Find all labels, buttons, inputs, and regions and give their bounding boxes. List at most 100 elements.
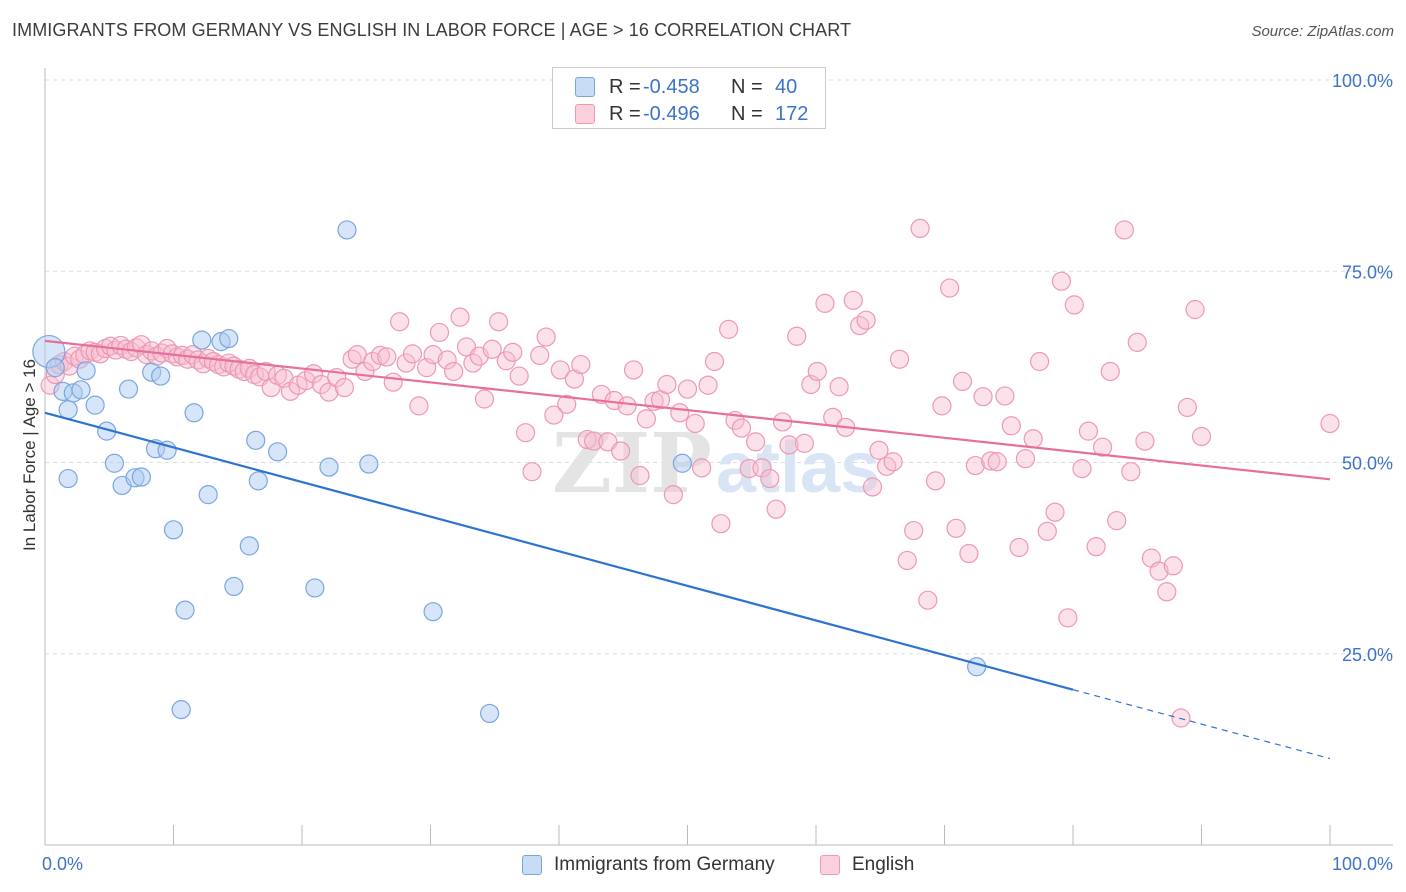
bottom-legend-english: English	[820, 852, 914, 878]
correlation-legend: R = -0.458 N = 40 R = -0.496 N = 172	[552, 67, 826, 129]
english-point	[677, 379, 698, 399]
germany-point	[45, 358, 65, 378]
english-point	[584, 431, 604, 451]
english-point	[829, 377, 849, 397]
watermark: ZIP atlas	[552, 416, 880, 512]
germany-point	[359, 454, 379, 474]
germany-point	[267, 442, 288, 462]
english-point	[1114, 220, 1135, 240]
watermark-atlas: atlas	[716, 428, 880, 508]
germany-point	[76, 361, 96, 381]
english-point	[503, 342, 523, 362]
english-point	[334, 377, 355, 398]
english-point	[1127, 332, 1147, 352]
germany-trend-extension	[1072, 689, 1331, 760]
germany-point	[672, 453, 692, 473]
germany-point	[175, 600, 195, 620]
english-trend-line	[44, 339, 1331, 481]
english-point	[544, 405, 564, 425]
legend-n-label: N =	[731, 102, 763, 125]
english-point	[577, 429, 597, 450]
english-point	[704, 351, 725, 372]
legend-r-label: R =	[609, 75, 641, 98]
english-point	[131, 335, 151, 355]
english-point	[219, 353, 239, 373]
legend-n-value: 172	[775, 102, 809, 125]
germany-point	[192, 330, 212, 350]
english-point	[883, 452, 903, 472]
english-points	[40, 218, 1340, 728]
germany-point	[118, 379, 139, 399]
english-point	[698, 375, 718, 395]
english-point	[530, 345, 550, 365]
y-tick-label: 25.0%	[1342, 645, 1393, 665]
english-point	[1100, 361, 1120, 382]
english-point	[850, 315, 870, 336]
english-point	[807, 361, 827, 382]
english-point	[64, 346, 85, 366]
english-point	[946, 518, 966, 538]
english-point	[692, 458, 712, 478]
germany-point	[131, 467, 151, 487]
english-point	[630, 465, 650, 486]
english-point	[897, 550, 917, 571]
english-point	[987, 452, 1007, 472]
english-point	[1320, 413, 1340, 434]
germany-point	[967, 657, 987, 677]
english-point	[557, 394, 577, 414]
germany-point	[58, 400, 78, 420]
english-point	[1157, 582, 1177, 602]
english-point	[685, 413, 705, 434]
english-point	[409, 396, 429, 416]
chart-title: IMMIGRANTS FROM GERMANY VS ENGLISH IN LA…	[12, 20, 852, 40]
english-point	[536, 327, 556, 347]
germany-point	[337, 220, 357, 240]
germany-point	[219, 328, 239, 349]
germany-point	[248, 471, 268, 491]
english-point	[1001, 416, 1021, 436]
english-legend-icon	[820, 855, 840, 875]
germany-point	[423, 602, 443, 622]
tick-labels: 25.0% 50.0% 75.0% 100.0% 0.0% 100.0%	[42, 71, 1393, 874]
english-point	[1149, 561, 1169, 581]
english-point	[509, 366, 529, 386]
y-axis-label: In Labor Force | Age > 16	[20, 358, 39, 552]
germany-point	[239, 536, 259, 556]
english-point	[862, 477, 883, 497]
english-point	[280, 381, 301, 401]
english-point	[1051, 271, 1072, 291]
english-point	[429, 322, 450, 343]
english-point	[390, 312, 410, 332]
x-tick-label: 0.0%	[42, 854, 83, 874]
bottom-legend-germany: Immigrants from Germany	[522, 852, 775, 878]
english-point	[437, 350, 457, 370]
germany-point	[58, 468, 78, 489]
english-point	[995, 386, 1015, 406]
english-point	[856, 310, 876, 330]
english-point	[515, 423, 536, 443]
english-point	[940, 278, 960, 298]
english-point	[779, 435, 799, 455]
germany-point	[104, 453, 124, 473]
english-point	[965, 455, 985, 476]
english-point	[1177, 397, 1197, 418]
english-point	[657, 374, 677, 395]
germany-point	[71, 380, 91, 400]
bottom-legend-label: Immigrants from Germany	[554, 854, 775, 875]
english-point	[731, 418, 752, 438]
english-point	[383, 372, 403, 392]
legend-row-germany: R = -0.458 N = 40	[553, 74, 797, 100]
english-point	[571, 354, 591, 375]
english-point	[550, 360, 570, 380]
english-point	[136, 345, 157, 365]
english-point	[760, 468, 780, 489]
english-point	[869, 440, 889, 460]
english-point	[611, 441, 631, 461]
english-point	[932, 396, 952, 416]
english-point	[787, 326, 807, 346]
legend-r-value: -0.496	[643, 102, 700, 125]
english-swatch-icon	[575, 104, 595, 124]
english-point	[444, 361, 464, 382]
english-point	[623, 360, 644, 380]
y-tick-label: 75.0%	[1342, 262, 1393, 282]
